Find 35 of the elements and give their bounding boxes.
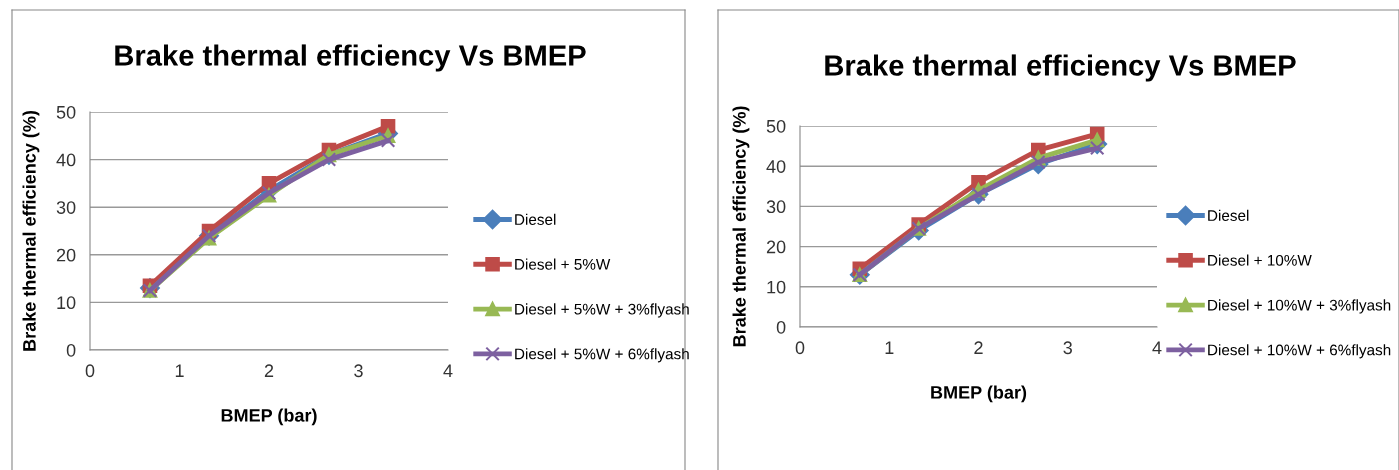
- y-tick-label: 20: [766, 240, 786, 254]
- x-tick-label: 4: [443, 364, 453, 377]
- y-tick-label: 0: [776, 320, 786, 334]
- y-tick-label: 50: [56, 105, 76, 119]
- x-axis-title: BMEP (bar): [221, 408, 317, 426]
- x-tick-label: 0: [85, 364, 95, 378]
- y-tick-label: 40: [56, 153, 76, 167]
- legend-label: Diesel + 10%W: [1208, 254, 1312, 266]
- y-axis-title: Brake thermal efficiency (%): [732, 106, 750, 347]
- y-tick-label: 40: [766, 160, 786, 173]
- x-tick-label: 0: [795, 341, 805, 355]
- legend-label: Diesel + 10%W + 3%flyash: [1208, 299, 1391, 314]
- legend-label: Diesel: [1208, 209, 1249, 221]
- x-tick-label: 1: [175, 364, 184, 377]
- y-tick-label: 30: [766, 200, 786, 214]
- x-tick-label: 3: [1063, 341, 1072, 355]
- x-tick-label: 1: [885, 341, 894, 354]
- legend-label: Diesel: [515, 213, 556, 225]
- y-tick-label: 10: [767, 280, 786, 294]
- x-tick-label: 2: [974, 341, 983, 354]
- legend-label: Diesel + 10%W + 6%flyash: [1208, 344, 1391, 359]
- legend-label: Diesel + 5%W + 3%flyash: [515, 303, 689, 318]
- x-axis-title: BMEP (bar): [931, 385, 1027, 403]
- chart-title: Brake thermal efficiency Vs BMEP: [825, 54, 1296, 82]
- legend-label: Diesel + 5%W + 6%flyash: [515, 348, 689, 363]
- y-axis-title: Brake thermal efficiency (%): [22, 110, 40, 351]
- chart-title: Brake thermal efficiency Vs BMEP: [115, 44, 586, 72]
- x-tick-label: 2: [264, 364, 274, 377]
- y-tick-label: 10: [57, 296, 76, 310]
- x-tick-label: 4: [1152, 341, 1162, 354]
- y-tick-label: 30: [56, 201, 76, 214]
- legend-label: Diesel + 5%W: [515, 258, 611, 270]
- y-tick-label: 50: [766, 119, 786, 133]
- x-tick-label: 3: [354, 364, 363, 378]
- y-tick-label: 20: [56, 248, 76, 262]
